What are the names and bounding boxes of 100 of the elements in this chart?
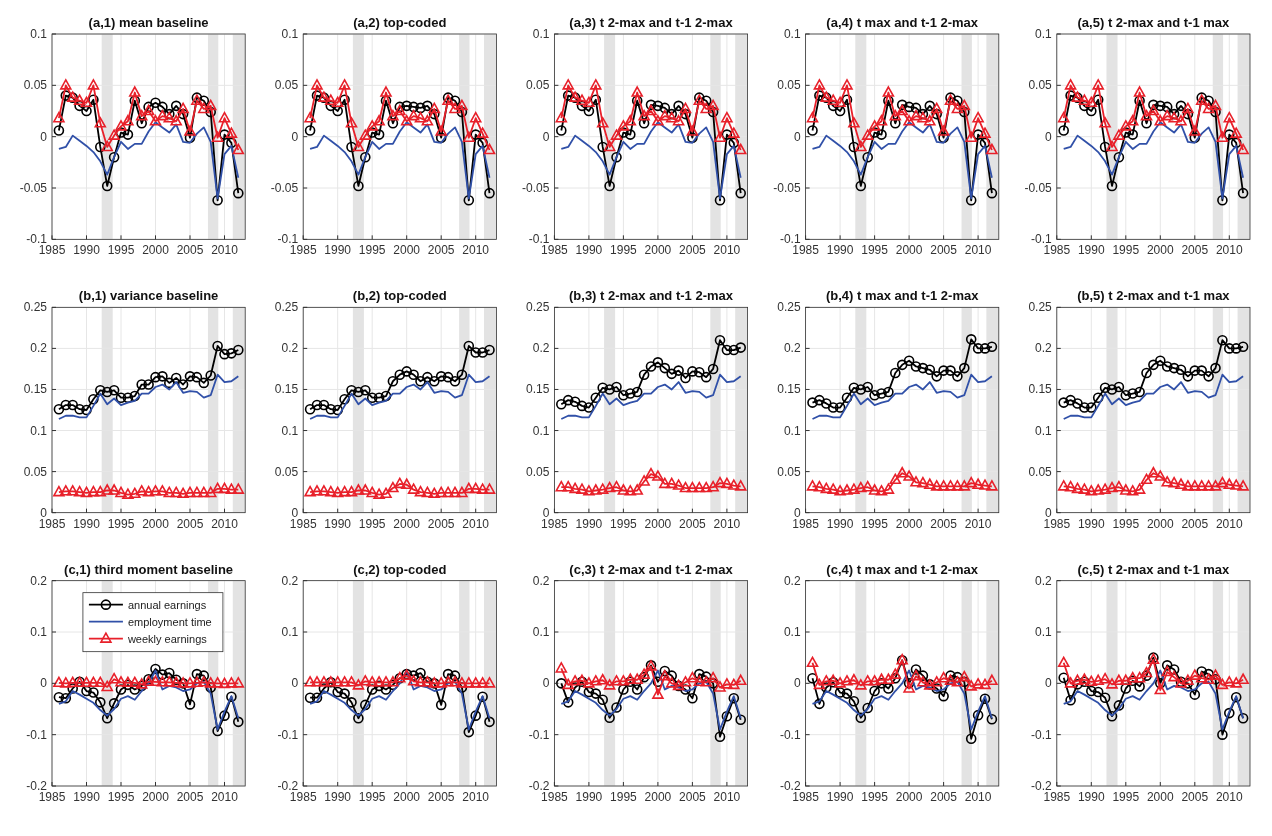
point <box>965 334 977 345</box>
point <box>679 481 692 493</box>
x-tick-label: 2000 <box>895 243 923 258</box>
point <box>1189 669 1201 680</box>
point <box>638 475 650 486</box>
x-tick-label: 2005 <box>176 790 204 804</box>
point <box>88 394 99 405</box>
point <box>87 79 100 90</box>
point <box>1224 343 1235 354</box>
point <box>170 486 182 498</box>
point <box>972 129 984 140</box>
point <box>1134 95 1145 107</box>
point <box>122 129 134 140</box>
x-tick-label: 1990 <box>1077 243 1105 258</box>
point <box>339 688 350 699</box>
x-tick-label: 2000 <box>1146 790 1174 804</box>
point <box>338 676 351 687</box>
y-tick-label: 0 <box>291 129 299 144</box>
point <box>625 129 636 140</box>
point <box>150 97 161 109</box>
point <box>198 486 210 498</box>
point <box>965 131 977 142</box>
point <box>387 375 399 387</box>
point <box>603 140 616 152</box>
point <box>979 137 991 149</box>
y-tick-label: 0 <box>291 676 299 691</box>
x-tick-label: 1985 <box>38 243 66 258</box>
point <box>353 180 364 192</box>
point <box>624 485 637 496</box>
point <box>979 127 991 138</box>
point <box>827 483 839 494</box>
point <box>841 94 853 106</box>
point <box>170 100 182 112</box>
point <box>1120 484 1132 495</box>
point <box>848 382 860 394</box>
point <box>1161 660 1173 671</box>
point <box>1065 694 1076 706</box>
point <box>318 683 330 694</box>
point <box>1134 386 1145 398</box>
point <box>1078 94 1091 106</box>
x-tick-label: 2005 <box>1181 243 1209 258</box>
point <box>177 102 189 114</box>
x-tick-label: 1995 <box>358 790 386 804</box>
point <box>1126 485 1139 496</box>
point <box>387 481 399 493</box>
point <box>841 484 853 495</box>
point <box>456 486 468 498</box>
point <box>1099 692 1111 704</box>
point <box>834 485 846 496</box>
point <box>184 699 196 710</box>
point <box>896 99 908 111</box>
x-tick-label: 2005 <box>176 243 204 258</box>
y-tick-label: 0.25 <box>1028 300 1053 315</box>
point <box>1092 686 1104 698</box>
point <box>687 692 698 704</box>
point <box>387 118 399 129</box>
point <box>366 120 378 131</box>
point <box>972 678 984 689</box>
x-tick-label: 1995 <box>610 516 638 531</box>
point <box>882 86 895 97</box>
point <box>352 679 365 690</box>
x-tick-label: 1990 <box>575 790 603 804</box>
point <box>959 106 970 118</box>
point <box>122 392 134 403</box>
point <box>569 674 581 686</box>
y-tick-label: 0.2 <box>281 573 299 588</box>
point <box>135 109 148 121</box>
point <box>1230 343 1242 354</box>
x-tick-label: 2005 <box>679 243 707 258</box>
point <box>883 95 894 107</box>
x-tick-label: 1995 <box>358 243 386 258</box>
point <box>1217 334 1228 346</box>
point <box>1168 362 1180 374</box>
point <box>1223 111 1236 123</box>
point <box>435 677 447 688</box>
point <box>304 692 316 704</box>
point <box>890 118 901 129</box>
point <box>463 726 475 738</box>
chart-title: (c,3) t 2-max and t-1 2-max <box>569 561 734 577</box>
legend-label: weekly earnings <box>126 632 208 645</box>
point <box>556 398 567 410</box>
point <box>1085 485 1098 496</box>
point <box>1072 398 1083 409</box>
point <box>583 105 595 117</box>
point <box>360 384 371 396</box>
y-tick-label: 0.1 <box>532 423 550 438</box>
x-tick-label: 1995 <box>107 516 135 531</box>
point <box>596 673 609 685</box>
point <box>952 371 963 382</box>
point <box>556 125 567 136</box>
y-tick-label: 0.25 <box>274 300 299 315</box>
point <box>686 671 699 683</box>
point <box>60 692 72 704</box>
point <box>869 127 880 138</box>
point <box>610 129 623 140</box>
point <box>1175 100 1187 112</box>
point <box>338 485 351 497</box>
point <box>94 117 107 128</box>
point <box>1155 355 1166 367</box>
point <box>53 691 65 703</box>
